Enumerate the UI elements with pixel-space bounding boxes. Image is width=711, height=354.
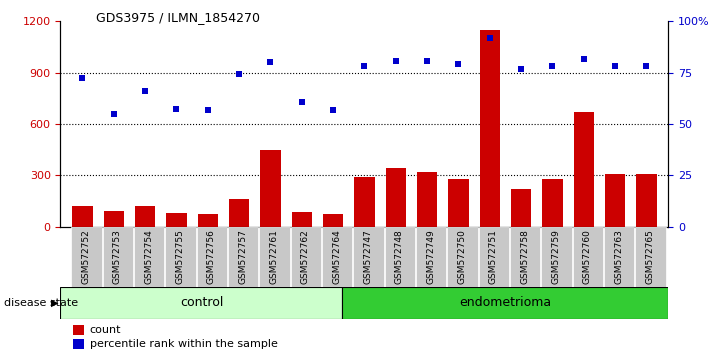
Text: GSM572763: GSM572763 bbox=[614, 229, 624, 284]
Text: GSM572750: GSM572750 bbox=[458, 229, 466, 284]
Point bbox=[515, 66, 527, 72]
Point bbox=[233, 72, 245, 77]
Text: GSM572764: GSM572764 bbox=[332, 229, 341, 284]
Point bbox=[108, 111, 119, 116]
Point bbox=[77, 75, 88, 80]
Point bbox=[578, 56, 589, 62]
FancyBboxPatch shape bbox=[353, 227, 384, 287]
Bar bbox=[229, 199, 250, 227]
Text: count: count bbox=[90, 325, 121, 335]
Point bbox=[264, 59, 276, 65]
Text: disease state: disease state bbox=[4, 298, 77, 308]
Bar bbox=[73, 339, 83, 349]
Bar bbox=[354, 177, 375, 227]
Text: GSM572751: GSM572751 bbox=[489, 229, 498, 284]
Text: ▶: ▶ bbox=[50, 298, 58, 308]
Point bbox=[296, 99, 307, 104]
Bar bbox=[479, 30, 500, 227]
Bar bbox=[198, 214, 218, 227]
FancyBboxPatch shape bbox=[636, 227, 665, 287]
Bar bbox=[385, 169, 406, 227]
Text: GSM572765: GSM572765 bbox=[646, 229, 655, 284]
Text: percentile rank within the sample: percentile rank within the sample bbox=[90, 339, 277, 349]
FancyBboxPatch shape bbox=[291, 227, 321, 287]
Text: GSM572757: GSM572757 bbox=[238, 229, 247, 284]
Point bbox=[453, 61, 464, 67]
FancyBboxPatch shape bbox=[71, 227, 102, 287]
Bar bbox=[448, 179, 469, 227]
FancyBboxPatch shape bbox=[322, 227, 353, 287]
Bar bbox=[104, 211, 124, 227]
Text: endometrioma: endometrioma bbox=[459, 296, 552, 309]
FancyBboxPatch shape bbox=[197, 227, 227, 287]
FancyBboxPatch shape bbox=[385, 227, 415, 287]
FancyBboxPatch shape bbox=[134, 227, 164, 287]
FancyBboxPatch shape bbox=[102, 227, 133, 287]
Bar bbox=[542, 179, 562, 227]
FancyBboxPatch shape bbox=[573, 227, 603, 287]
Text: GSM572747: GSM572747 bbox=[363, 229, 373, 284]
Text: GSM572753: GSM572753 bbox=[113, 229, 122, 284]
FancyBboxPatch shape bbox=[166, 227, 196, 287]
Point bbox=[359, 63, 370, 69]
Point bbox=[422, 58, 433, 63]
FancyBboxPatch shape bbox=[343, 287, 668, 319]
FancyBboxPatch shape bbox=[510, 227, 540, 287]
Text: GSM572758: GSM572758 bbox=[520, 229, 529, 284]
Bar bbox=[511, 189, 531, 227]
Point bbox=[171, 105, 182, 111]
FancyBboxPatch shape bbox=[542, 227, 572, 287]
FancyBboxPatch shape bbox=[228, 227, 259, 287]
Text: GSM572752: GSM572752 bbox=[82, 229, 90, 284]
Bar bbox=[292, 212, 312, 227]
Bar bbox=[166, 213, 186, 227]
Bar bbox=[73, 206, 92, 227]
Point bbox=[390, 58, 402, 63]
Text: GSM572761: GSM572761 bbox=[269, 229, 279, 284]
Point bbox=[327, 107, 338, 113]
Point bbox=[547, 63, 558, 69]
Bar bbox=[73, 325, 83, 335]
Text: GSM572762: GSM572762 bbox=[301, 229, 310, 284]
Bar bbox=[135, 206, 155, 227]
FancyBboxPatch shape bbox=[447, 227, 478, 287]
Point bbox=[641, 63, 652, 69]
Text: GSM572749: GSM572749 bbox=[427, 229, 435, 284]
Point bbox=[609, 63, 621, 69]
Text: GSM572760: GSM572760 bbox=[583, 229, 592, 284]
Point bbox=[202, 107, 213, 113]
FancyBboxPatch shape bbox=[604, 227, 634, 287]
Bar bbox=[260, 149, 281, 227]
Bar bbox=[605, 173, 625, 227]
Text: GSM572754: GSM572754 bbox=[144, 229, 154, 284]
FancyBboxPatch shape bbox=[479, 227, 509, 287]
Text: GSM572748: GSM572748 bbox=[395, 229, 404, 284]
Text: control: control bbox=[180, 296, 223, 309]
Text: GSM572759: GSM572759 bbox=[552, 229, 561, 284]
Text: GSM572756: GSM572756 bbox=[207, 229, 216, 284]
Bar bbox=[417, 172, 437, 227]
Bar bbox=[636, 173, 656, 227]
Point bbox=[139, 88, 151, 94]
Text: GSM572755: GSM572755 bbox=[176, 229, 185, 284]
Bar bbox=[323, 214, 343, 227]
FancyBboxPatch shape bbox=[60, 287, 343, 319]
Text: GDS3975 / ILMN_1854270: GDS3975 / ILMN_1854270 bbox=[96, 11, 260, 24]
FancyBboxPatch shape bbox=[260, 227, 290, 287]
FancyBboxPatch shape bbox=[416, 227, 447, 287]
Point bbox=[484, 35, 496, 41]
Bar bbox=[574, 112, 594, 227]
